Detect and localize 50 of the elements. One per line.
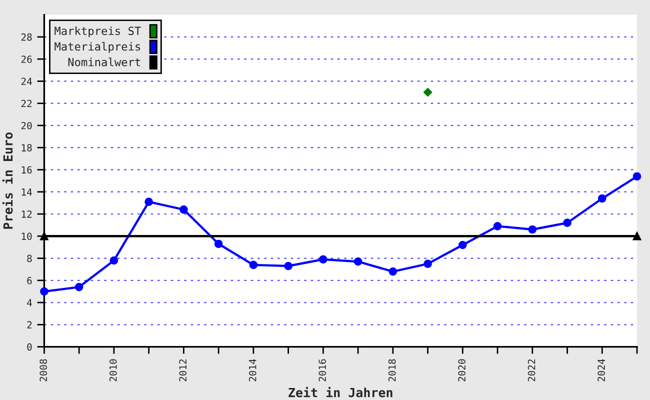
point (458, 240, 467, 250)
y-tick-label: 14 (22, 188, 32, 196)
y-tick-label: 6 (27, 276, 32, 284)
y-tick-label: 8 (27, 254, 32, 262)
y-tick-label: 0 (27, 343, 32, 351)
y-tick-label: 10 (22, 232, 32, 240)
x-tick-label: 2008 (40, 359, 48, 382)
point (632, 232, 642, 240)
x-axis-title: Zeit in Jahren (288, 386, 392, 398)
y-axis-title: Preis in Euro (2, 132, 13, 229)
y-tick-label: 28 (21, 33, 32, 41)
point (354, 257, 362, 266)
x-tick-label: 2016 (318, 359, 326, 382)
y-tick-label: 24 (21, 78, 32, 85)
x-tick-label: 2012 (179, 359, 187, 382)
point (319, 255, 328, 264)
point (388, 267, 398, 276)
y-tick-label: 18 (22, 144, 32, 152)
legend-label: Nominalwert (68, 58, 140, 66)
point (249, 260, 258, 270)
x-tick-label: 2014 (248, 359, 256, 382)
point (214, 240, 223, 248)
point (493, 222, 502, 230)
y-tick-label: 20 (21, 122, 32, 130)
y-tick-label: 16 (22, 166, 32, 174)
point (528, 225, 537, 234)
legend-label: Marktpreis ST (54, 26, 141, 38)
point (144, 198, 153, 206)
point (40, 287, 48, 296)
point (632, 172, 642, 181)
point (40, 232, 48, 240)
y-tick-label: 22 (21, 100, 32, 108)
point (423, 88, 432, 97)
y-tick-label: 4 (27, 299, 32, 306)
point (563, 218, 572, 228)
point (424, 260, 432, 268)
y-tick-label: 26 (21, 56, 32, 63)
x-tick-label: 2020 (458, 359, 466, 382)
point (180, 205, 188, 214)
point (110, 256, 118, 265)
x-tick-label: 2024 (598, 359, 605, 382)
x-tick-label: 2022 (528, 359, 536, 382)
y-tick-label: 2 (27, 321, 32, 328)
x-tick-label: 2010 (109, 359, 117, 382)
point (598, 194, 606, 203)
point (74, 282, 84, 292)
y-tick-label: 12 (22, 210, 32, 218)
point (284, 262, 292, 270)
legend-label: Materialpreis (54, 42, 140, 53)
x-tick-label: 2018 (388, 359, 396, 382)
